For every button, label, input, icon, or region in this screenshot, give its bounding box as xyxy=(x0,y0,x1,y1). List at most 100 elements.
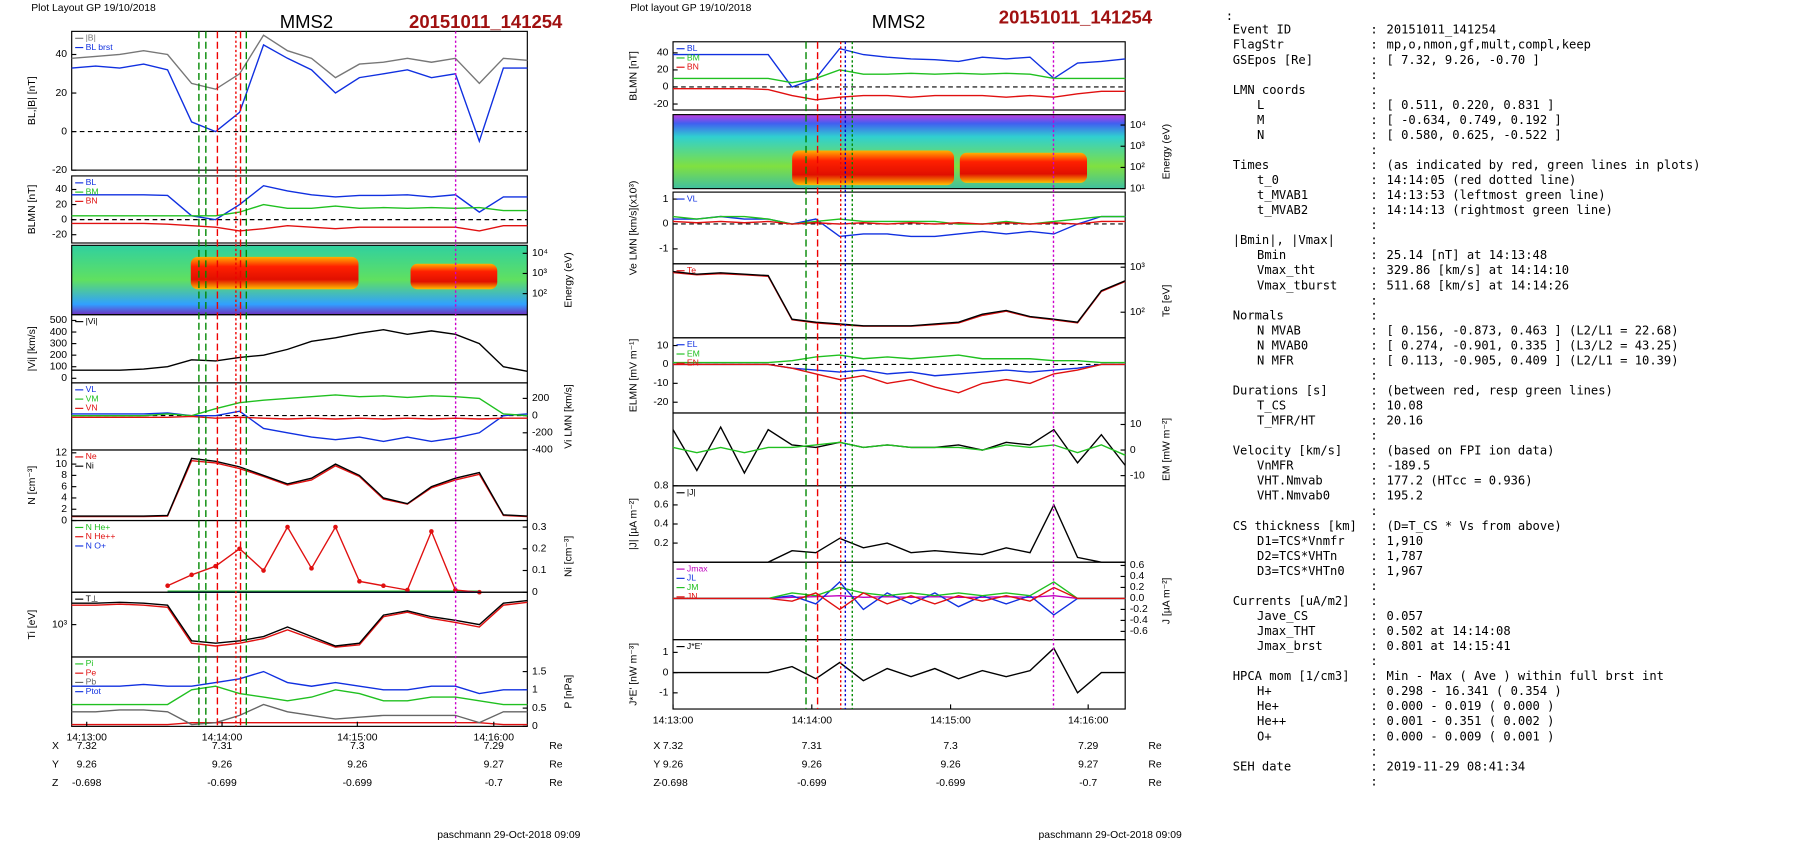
legend-label: BN xyxy=(86,196,98,206)
info-value: [ 0.580, 0.625, -0.522 ] xyxy=(1387,128,1562,142)
y-axis-label: Te [eV] xyxy=(1162,285,1173,317)
series-marker xyxy=(309,566,314,571)
x-tick-label: 14:14:00 xyxy=(202,733,243,744)
x-tick-label: 14:16:00 xyxy=(474,733,515,744)
info-key: Jmax_brst xyxy=(1257,639,1323,653)
pos-value: -0.698 xyxy=(72,778,102,789)
legend-label: N He++ xyxy=(86,531,116,541)
legend-label: BL brst xyxy=(86,42,114,52)
colon: : xyxy=(1370,429,1377,443)
spectrogram-hot xyxy=(792,150,955,186)
info-value: 10.08 xyxy=(1387,399,1424,413)
series-line xyxy=(673,88,1126,101)
y-axis-label: ELMN [mV m⁻¹] xyxy=(628,338,639,412)
legend-label: Pb xyxy=(86,677,97,687)
y-tick-label: 10³ xyxy=(52,619,68,630)
info-value: 0.298 - 16.341 ( 0.354 ) xyxy=(1387,684,1562,698)
legend-label: N He+ xyxy=(86,522,111,532)
info-value: 511.68 [km/s] at 14:14:26 xyxy=(1387,278,1570,292)
panel-frame xyxy=(71,175,528,244)
y-tick-label: 1 xyxy=(663,647,669,658)
series-line xyxy=(673,354,1126,364)
x-tick-label: 14:13:00 xyxy=(67,733,108,744)
info-value: 20.16 xyxy=(1387,414,1424,428)
info-key: Jave_CS xyxy=(1257,609,1308,623)
pos-value: 7.31 xyxy=(212,741,232,752)
y-tick-label: 0 xyxy=(663,82,669,93)
pos-unit: Re xyxy=(1148,759,1162,770)
series-marker xyxy=(429,529,434,534)
colon: : xyxy=(1370,173,1377,187)
colon: : xyxy=(1370,444,1377,458)
pos-value: 7.31 xyxy=(802,741,822,752)
legend-label: Pe xyxy=(86,667,97,677)
colon: : xyxy=(1370,774,1377,788)
y-tick-label: 0 xyxy=(532,410,538,421)
info-value: 14:13:53 (leftmost green line) xyxy=(1387,188,1606,202)
y-tick-label: 20 xyxy=(56,199,68,210)
instrument-title: MMS2 xyxy=(280,11,333,32)
y-tick-label: 0 xyxy=(61,515,67,526)
y-tick-label: 10 xyxy=(1130,419,1142,430)
info-value: 14:14:05 (red dotted line) xyxy=(1387,173,1577,187)
y-tick-label: -1 xyxy=(659,244,668,255)
y-tick-label: 0.5 xyxy=(532,703,547,714)
y-tick-label: 12 xyxy=(56,448,68,459)
info-key: t_0 xyxy=(1257,173,1279,187)
panel-frame xyxy=(71,591,528,658)
y-tick-label: 100 xyxy=(50,361,68,372)
legend-label: JL xyxy=(687,573,696,583)
info-value: 1,787 xyxy=(1387,549,1424,563)
series-line xyxy=(71,721,528,726)
series-line xyxy=(71,599,528,647)
y-tick-label: -0.6 xyxy=(1130,626,1148,637)
colon: : xyxy=(1370,744,1377,758)
info-value: 2019-11-29 08:41:34 xyxy=(1387,759,1526,773)
pos-name: X xyxy=(653,741,660,752)
y-tick-label: -200 xyxy=(532,428,553,439)
info-key: T_CS xyxy=(1257,399,1286,413)
info-value: (based on FPI ion data) xyxy=(1387,444,1555,458)
pos-value: 9.26 xyxy=(212,759,232,770)
info-value: 177.2 (HTcc = 0.936) xyxy=(1387,474,1533,488)
info-value: [ 0.511, 0.220, 0.831 ] xyxy=(1387,98,1555,112)
colon: : xyxy=(1370,188,1377,202)
info-key: VHT.Nmvab0 xyxy=(1257,489,1330,503)
y-tick-label: -0.2 xyxy=(1130,604,1148,615)
pos-value: 9.27 xyxy=(484,759,504,770)
info-value: -189.5 xyxy=(1387,459,1431,473)
y-tick-label: 200 xyxy=(532,393,550,404)
info-key: Bmin xyxy=(1257,248,1286,262)
panel-frame xyxy=(71,30,528,171)
info-value: [ -0.634, 0.749, 0.192 ] xyxy=(1387,113,1562,127)
colon: : xyxy=(1370,624,1377,638)
y-tick-label: 10⁴ xyxy=(532,248,548,259)
legend-label: N O+ xyxy=(86,540,106,550)
series-marker xyxy=(405,587,410,593)
colon: : xyxy=(1226,9,1233,23)
info-key: Event ID xyxy=(1233,23,1291,37)
info-value: 20151011_141254 xyxy=(1387,23,1497,37)
series-line xyxy=(673,363,1126,377)
pos-unit: Re xyxy=(549,778,563,789)
y-tick-label: 10³ xyxy=(1130,262,1146,273)
series-marker xyxy=(189,572,194,578)
x-tick-label: 14:14:00 xyxy=(792,715,833,726)
x-tick-label: 14:13:00 xyxy=(653,715,694,726)
legend-label: JM xyxy=(687,582,699,592)
legend-label: |Vi| xyxy=(86,316,98,326)
series-line xyxy=(71,457,528,517)
info-value: (as indicated by red, green lines in plo… xyxy=(1387,158,1701,172)
pos-unit: Re xyxy=(1148,778,1162,789)
plot-header: Plot Layout GP 19/10/2018 xyxy=(31,3,156,14)
y-axis-label: Energy (eV) xyxy=(564,252,575,307)
y-tick-label: -10 xyxy=(653,378,668,389)
colon: : xyxy=(1370,38,1377,52)
panel-frame xyxy=(672,41,1126,111)
plot-header: Plot layout GP 19/10/2018 xyxy=(630,3,751,14)
series-line xyxy=(673,363,1126,394)
y-axis-label: BL,|B| [nT] xyxy=(27,76,38,125)
info-key: D3=TCS*VHTn0 xyxy=(1257,564,1345,578)
panel-frame xyxy=(672,561,1126,641)
info-value: 0.502 at 14:14:08 xyxy=(1387,624,1511,638)
